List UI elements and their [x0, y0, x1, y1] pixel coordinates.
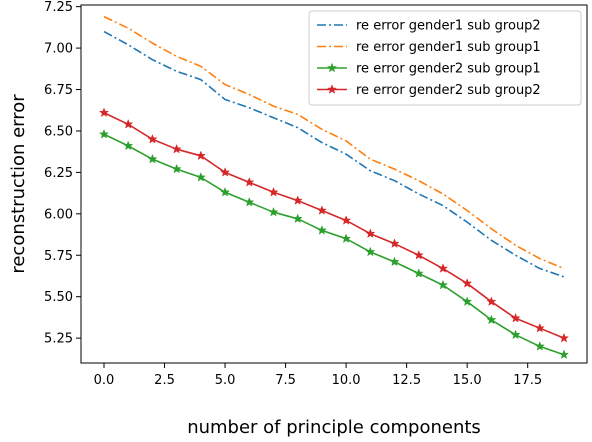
data-point-3-18	[534, 341, 545, 351]
data-point-3-1	[123, 140, 134, 151]
data-point-4-3	[171, 143, 182, 154]
legend-box	[308, 10, 582, 106]
y-tick-label: 5.75	[44, 249, 73, 264]
y-tick-label: 7.00	[44, 42, 73, 57]
legend-label: re error gender1 sub group2	[356, 19, 541, 34]
data-point-3-5	[220, 186, 231, 197]
data-point-3-0	[98, 128, 110, 139]
y-tick-label: 5.25	[44, 332, 73, 347]
data-point-3-11	[365, 246, 376, 257]
legend: re error gender1 sub group2 re error gend…	[308, 10, 582, 106]
y-axis: 5.25 5.50 5.75 6.00 6.25 6.50 6.75 7.00 7.25	[44, 0, 81, 347]
x-tick-label: 7.5	[275, 373, 296, 388]
data-point-4-1	[123, 119, 134, 129]
data-point-4-5	[220, 167, 231, 177]
data-point-3-19	[558, 349, 570, 360]
data-point-3-2	[147, 153, 158, 164]
legend-label: re error gender2 sub group1	[356, 62, 541, 77]
data-point-3-15	[462, 296, 473, 306]
data-point-3-4	[195, 172, 206, 182]
y-axis-label: reconstruction error	[8, 94, 29, 274]
x-tick-label: 10.0	[332, 373, 361, 388]
data-point-4-2	[147, 133, 158, 144]
data-point-3-12	[389, 256, 400, 267]
data-point-4-17	[510, 312, 521, 323]
data-point-3-7	[268, 206, 279, 217]
x-tick-label: 2.5	[154, 373, 175, 388]
data-point-4-10	[341, 215, 352, 225]
data-point-4-11	[365, 228, 376, 239]
data-point-4-6	[244, 177, 255, 187]
x-axis: 0.0 2.5 5.0 7.5 10.0 12.5 15.0 17.5	[94, 363, 542, 388]
data-point-3-13	[413, 268, 424, 278]
x-tick-label: 0.0	[94, 373, 115, 388]
series-layer	[98, 15, 570, 360]
data-point-3-10	[341, 233, 352, 243]
data-point-4-14	[437, 263, 448, 273]
legend-marker	[326, 62, 338, 73]
legend-marker	[326, 84, 338, 94]
data-point-3-17	[510, 329, 521, 340]
y-tick-label: 5.50	[44, 290, 73, 305]
series-line-3	[103, 133, 565, 356]
legend-label: re error gender1 sub group1	[356, 40, 541, 55]
y-tick-label: 6.25	[44, 166, 73, 181]
data-point-4-0	[98, 107, 110, 118]
y-tick-label: 6.75	[44, 83, 73, 98]
x-tick-label: 12.5	[392, 373, 421, 388]
data-point-4-15	[462, 278, 473, 288]
plot-area-frame	[80, 4, 588, 364]
data-point-3-8	[292, 213, 303, 224]
data-point-4-19	[558, 332, 570, 343]
data-point-4-13	[413, 249, 424, 260]
data-point-4-7	[268, 186, 279, 197]
y-tick-label: 6.00	[44, 207, 73, 222]
series-line-1	[103, 30, 565, 278]
series-line-2	[103, 15, 565, 270]
data-point-4-12	[389, 238, 400, 248]
y-tick-label: 6.50	[44, 124, 73, 139]
x-tick-label: 17.5	[513, 373, 542, 388]
data-point-3-16	[486, 314, 497, 325]
y-tick-label: 7.25	[44, 0, 73, 15]
x-tick-label: 15.0	[453, 373, 482, 388]
data-point-3-14	[437, 279, 448, 290]
x-axis-label: number of principle components	[187, 417, 481, 438]
data-point-4-18	[534, 322, 545, 333]
data-point-4-8	[292, 195, 303, 205]
data-point-3-3	[171, 163, 182, 174]
legend-label: re error gender2 sub group2	[356, 83, 541, 98]
data-point-3-9	[316, 225, 327, 235]
series-line-4	[103, 112, 565, 339]
data-point-4-4	[195, 150, 206, 161]
data-point-3-6	[244, 196, 255, 207]
data-point-4-16	[486, 296, 497, 306]
x-tick-label: 5.0	[215, 373, 236, 388]
data-point-4-9	[316, 205, 327, 215]
